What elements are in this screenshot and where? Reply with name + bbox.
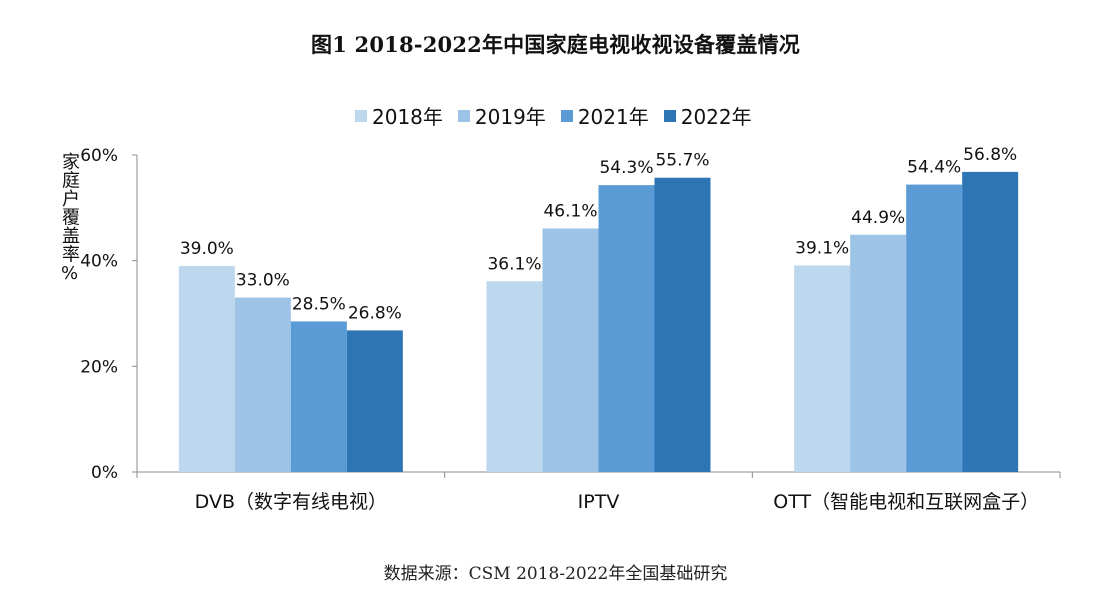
- chart-title: 图1 2018-2022年中国家庭电视收视设备覆盖情况: [311, 32, 800, 57]
- legend-label-2021: 2021年: [577, 105, 649, 129]
- bar: [962, 171, 1019, 472]
- x-category-label: IPTV: [578, 491, 620, 513]
- legend-swatch-2022: [663, 109, 676, 122]
- y-tick-label: 20%: [80, 357, 118, 377]
- bar: [178, 265, 235, 472]
- y-tick-label: 0%: [91, 463, 118, 483]
- y-axis-label: 家庭户覆盖率%: [59, 152, 80, 285]
- legend-label-2018: 2018年: [372, 105, 443, 129]
- legend-item-2018: 2018年: [355, 101, 443, 130]
- bar: [486, 281, 543, 472]
- bar: [850, 234, 907, 472]
- legend-swatch-2021: [560, 109, 573, 122]
- bar-value-label: 33.0%: [236, 271, 290, 291]
- bar-value-label: 39.0%: [180, 239, 234, 259]
- bar: [654, 177, 711, 473]
- bar-value-label: 54.3%: [599, 158, 653, 178]
- legend-item-2019: 2019年: [457, 101, 546, 130]
- x-category-label: DVB（数字有线电视）: [195, 491, 387, 513]
- bar-value-label: 39.1%: [795, 238, 849, 258]
- bar: [794, 265, 851, 472]
- bar: [542, 228, 599, 472]
- bar-value-label: 55.7%: [655, 151, 709, 171]
- bar-value-label: 56.8%: [963, 145, 1017, 165]
- legend-swatch-2019: [457, 109, 470, 122]
- bar: [234, 297, 291, 472]
- bar: [290, 321, 347, 472]
- y-tick-label: 40%: [80, 252, 118, 272]
- legend-label-2022: 2022年: [680, 105, 752, 129]
- bar-value-label: 44.9%: [851, 208, 905, 228]
- bar-value-label: 46.1%: [543, 201, 597, 221]
- legend-item-2021: 2021年: [560, 101, 649, 130]
- bar-value-label: 54.4%: [907, 158, 961, 178]
- chart-legend: 2018年 2019年 2021年 2022年: [355, 101, 752, 130]
- bar-value-label: 36.1%: [487, 254, 541, 274]
- data-source-note: 数据来源：CSM 2018-2022年全国基础研究: [383, 564, 728, 584]
- bar: [598, 185, 655, 473]
- bar-value-label: 28.5%: [292, 294, 346, 314]
- y-tick-label: 60%: [80, 146, 118, 166]
- x-category-label: OTT（智能电视和互联网盒子）: [773, 491, 1039, 513]
- legend-swatch-2018: [355, 109, 367, 122]
- bar: [906, 184, 963, 472]
- legend-item-2022: 2022年: [663, 101, 752, 130]
- bar-value-label: 26.8%: [348, 303, 402, 323]
- bar: [346, 330, 403, 472]
- legend-label-2019: 2019年: [474, 105, 546, 129]
